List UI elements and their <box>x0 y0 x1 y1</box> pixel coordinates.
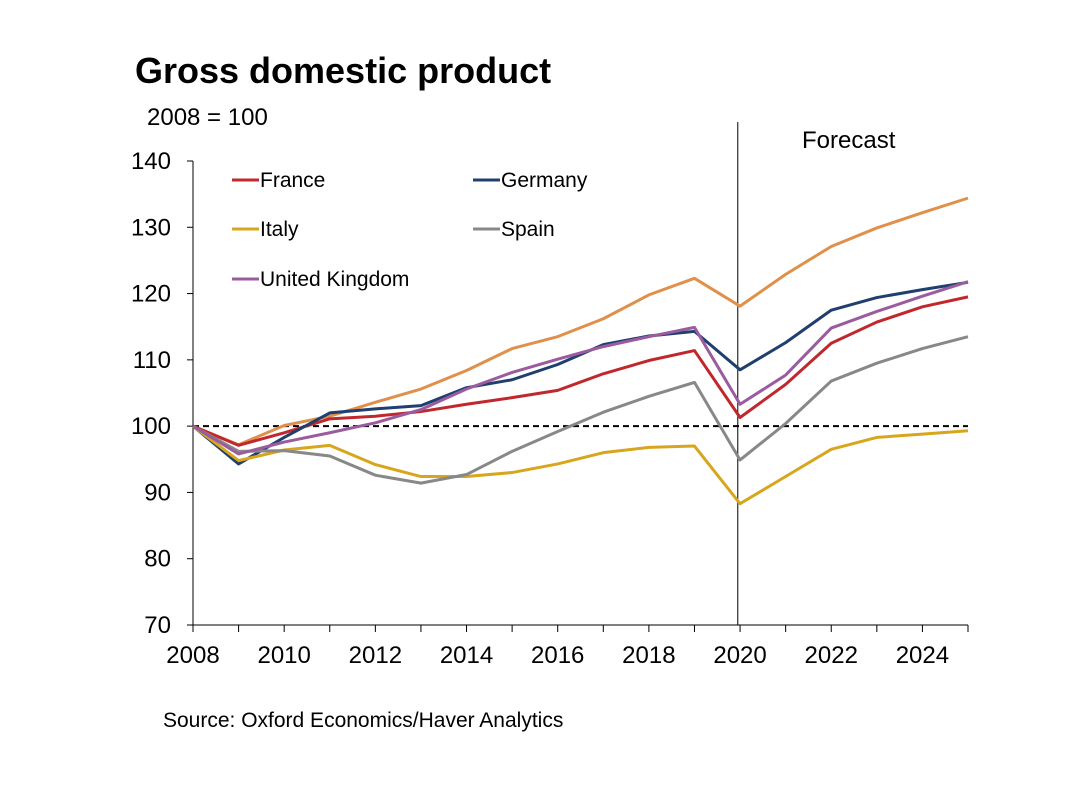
series-line-france <box>192 295 969 447</box>
legend: France Germany Italy Spain United Kingdom <box>232 169 588 291</box>
series-line-italy <box>192 424 969 506</box>
y-tick-label: 70 <box>144 612 171 639</box>
y-tick-label: 120 <box>131 281 171 308</box>
x-tick-label: 2010 <box>257 642 310 669</box>
y-tick-label: 90 <box>144 479 171 506</box>
series-layer <box>192 196 969 506</box>
x-tick-label: 2020 <box>713 642 766 669</box>
x-tick-label: 2018 <box>622 642 675 669</box>
x-tick-label: 2008 <box>166 642 219 669</box>
y-tick-label: 110 <box>133 347 171 374</box>
y-tick-label: 130 <box>131 214 171 241</box>
y-tick-label: 100 <box>131 413 171 440</box>
x-tick-label: 2022 <box>805 642 858 669</box>
legend-label-spain: Spain <box>501 218 555 241</box>
chart-title: Gross domestic product <box>135 50 551 91</box>
source-note: Source: Oxford Economics/Haver Analytics <box>163 709 563 732</box>
legend-label-united-kingdom: United Kingdom <box>260 268 409 291</box>
series-line-spain <box>192 335 969 485</box>
x-tick-label: 2024 <box>896 642 949 669</box>
axes: 70 80 90 100 110 120 130 140 2008 2010 2012 2014 201… <box>131 122 969 669</box>
y-axis-unit-label: 2008 = 100 <box>147 104 268 131</box>
y-tick-label: 140 <box>131 148 171 175</box>
y-tick-label: 80 <box>144 546 171 573</box>
legend-label-italy: Italy <box>260 218 299 241</box>
x-tick-label: 2014 <box>440 642 493 669</box>
legend-label-france: France <box>260 169 325 192</box>
x-tick-label: 2016 <box>531 642 584 669</box>
series-line-united-kingdom <box>192 280 969 456</box>
legend-label-germany: Germany <box>501 169 588 192</box>
series-line-germany <box>192 280 969 466</box>
forecast-label: Forecast <box>802 127 896 154</box>
x-tick-label: 2012 <box>349 642 402 669</box>
